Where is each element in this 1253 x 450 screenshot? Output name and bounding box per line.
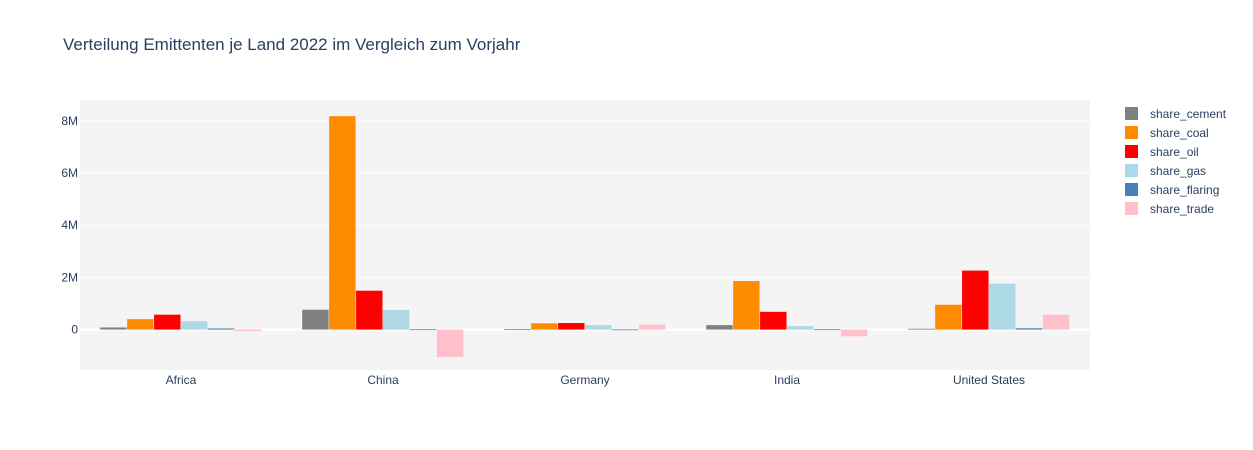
x-tick-label: China <box>367 373 399 387</box>
bar-share_oil-africa[interactable] <box>154 314 181 330</box>
legend-item-share_cement[interactable]: share_cement <box>1125 107 1227 121</box>
bar-share_cement-germany[interactable] <box>504 329 531 330</box>
bar-share_coal-india[interactable] <box>733 281 760 330</box>
legend-label: share_coal <box>1150 126 1209 140</box>
x-tick-label: Africa <box>166 373 197 387</box>
x-tick-label: United States <box>953 373 1025 387</box>
bar-share_oil-china[interactable] <box>356 290 383 330</box>
bar-share_trade-united-states[interactable] <box>1042 314 1070 330</box>
bar-share_trade-india[interactable] <box>840 329 868 337</box>
legend-swatch <box>1125 202 1138 215</box>
legend-item-share_gas[interactable]: share_gas <box>1125 164 1206 178</box>
bar-share_flaring-india[interactable] <box>813 329 841 331</box>
bar-share_coal-united-states[interactable] <box>935 304 962 330</box>
bar-share_gas-india[interactable] <box>787 326 814 330</box>
bar-share_trade-china[interactable] <box>436 329 464 357</box>
x-tick-label: India <box>774 373 800 387</box>
legend-swatch <box>1125 145 1138 158</box>
bar-share_oil-united-states[interactable] <box>962 270 989 330</box>
legend-swatch <box>1125 126 1138 139</box>
bar-share_oil-germany[interactable] <box>558 323 585 330</box>
bar-share_coal-china[interactable] <box>329 116 356 330</box>
legend-swatch <box>1125 107 1138 120</box>
y-tick-label: 8M <box>61 114 78 128</box>
bar-share_oil-india[interactable] <box>760 311 787 330</box>
legend-label: share_flaring <box>1150 183 1219 197</box>
bar-share_flaring-united-states[interactable] <box>1015 328 1043 330</box>
bar-share_trade-africa[interactable] <box>234 329 262 332</box>
bar-share_gas-germany[interactable] <box>585 325 612 330</box>
y-tick-label: 2M <box>61 270 78 284</box>
legend-label: share_gas <box>1150 164 1206 178</box>
y-tick-label: 0 <box>71 323 78 337</box>
bar-share_gas-africa[interactable] <box>181 321 208 330</box>
bars <box>100 116 1070 357</box>
legend-label: share_trade <box>1150 202 1214 216</box>
chart-title: Verteilung Emittenten je Land 2022 im Ve… <box>63 35 521 54</box>
legend-item-share_trade[interactable]: share_trade <box>1125 202 1214 216</box>
bar-share_trade-germany[interactable] <box>638 324 666 330</box>
legend-item-share_coal[interactable]: share_coal <box>1125 126 1209 140</box>
legend-label: share_oil <box>1150 145 1199 159</box>
x-tick-label: Germany <box>560 373 609 387</box>
legend-item-share_oil[interactable]: share_oil <box>1125 145 1199 159</box>
bar-share_coal-germany[interactable] <box>531 323 558 330</box>
bar-share_cement-united-states[interactable] <box>908 328 935 330</box>
y-tick-label: 4M <box>61 218 78 232</box>
bar-share_flaring-china[interactable] <box>409 329 437 331</box>
bar-share_cement-china[interactable] <box>302 309 329 330</box>
legend-swatch <box>1125 183 1138 196</box>
plot-area <box>80 100 1090 370</box>
bar-share_cement-africa[interactable] <box>100 327 127 330</box>
legend[interactable]: share_cement share_coal share_oil share_gas… <box>1125 107 1227 216</box>
bar-share_gas-united-states[interactable] <box>989 283 1016 330</box>
legend-label: share_cement <box>1150 107 1227 121</box>
x-axis-ticks: Africa China Germany India United States <box>166 373 1025 387</box>
y-tick-label: 6M <box>61 166 78 180</box>
legend-item-share_flaring[interactable]: share_flaring <box>1125 183 1219 197</box>
bar-share_coal-africa[interactable] <box>127 319 154 330</box>
bar-share_cement-india[interactable] <box>706 325 733 330</box>
bar-share_flaring-germany[interactable] <box>611 329 639 331</box>
bar-share_gas-china[interactable] <box>383 310 410 330</box>
y-axis-ticks: 0 2M 4M 6M 8M <box>61 114 78 337</box>
legend-swatch <box>1125 164 1138 177</box>
bar-share_flaring-africa[interactable] <box>207 328 235 330</box>
